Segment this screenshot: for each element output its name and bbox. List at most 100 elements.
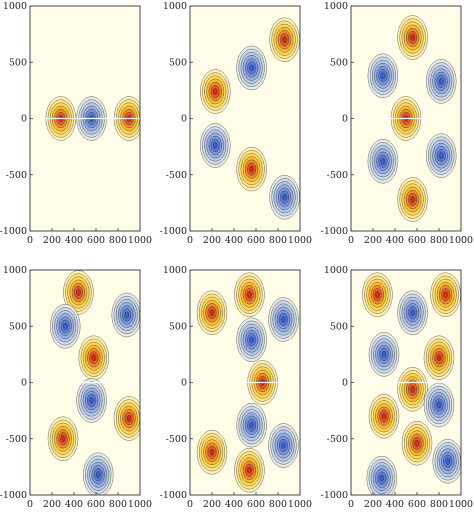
y-tick-label: 0 <box>21 114 27 125</box>
x-tick-label: 0 <box>27 499 33 510</box>
y-tick-label: -1000 <box>321 226 348 237</box>
contour-ring <box>249 64 254 72</box>
contour-ring <box>282 36 287 44</box>
x-tick-label: 1000 <box>128 235 152 246</box>
contour-ring <box>76 289 81 296</box>
x-tick-label: 800 <box>430 499 448 510</box>
y-tick-label: 0 <box>181 378 187 389</box>
x-tick-label: 0 <box>187 499 193 510</box>
contour-ring <box>380 72 386 80</box>
x-tick-label: 200 <box>364 235 382 246</box>
contour-ring <box>281 316 286 323</box>
x-tick-label: 600 <box>87 235 105 246</box>
contour-ring <box>249 421 254 429</box>
y-tick-label: 500 <box>169 57 187 68</box>
contour-ring <box>410 309 415 317</box>
y-tick-label: -500 <box>6 434 27 445</box>
contour-ring <box>410 196 415 203</box>
contour-ring <box>381 412 387 420</box>
contour-ring <box>212 88 218 95</box>
y-tick-label: 500 <box>330 321 348 332</box>
contour-ring <box>212 142 218 149</box>
contour-ring <box>445 457 451 465</box>
y-tick-label: -1000 <box>160 490 187 501</box>
x-tick-label: 400 <box>65 235 83 246</box>
x-tick-label: 0 <box>27 235 33 246</box>
x-tick-label: 200 <box>364 499 382 510</box>
contour-ring <box>249 165 254 173</box>
y-tick-label: 1000 <box>3 1 27 12</box>
y-tick-label: 0 <box>342 378 348 389</box>
y-tick-label: 1000 <box>3 265 27 276</box>
contour-ring <box>410 34 415 41</box>
contour-ring <box>209 448 215 456</box>
contour-ring <box>282 193 287 201</box>
contour-ring <box>209 309 215 317</box>
y-tick-label: 0 <box>21 378 27 389</box>
x-tick-label: 600 <box>247 499 265 510</box>
x-tick-label: 800 <box>430 235 448 246</box>
contour-ring <box>381 351 387 358</box>
x-tick-label: 400 <box>225 499 243 510</box>
y-tick-label: -500 <box>166 434 187 445</box>
x-tick-label: 600 <box>87 499 105 510</box>
contour-ring <box>91 354 97 362</box>
contour-ring <box>124 311 130 319</box>
x-tick-label: 800 <box>109 499 127 510</box>
y-tick-label: -1000 <box>0 226 27 237</box>
contour-ring <box>410 385 415 393</box>
y-tick-label: 500 <box>9 57 27 68</box>
x-tick-label: 200 <box>43 235 61 246</box>
y-tick-label: -1000 <box>0 490 27 501</box>
contour-ring <box>60 435 66 443</box>
x-tick-label: 0 <box>348 235 354 246</box>
contour-ring <box>247 291 252 299</box>
x-tick-label: 1000 <box>288 235 312 246</box>
y-tick-label: -500 <box>166 170 187 181</box>
x-tick-label: 200 <box>203 499 221 510</box>
x-tick-label: 400 <box>386 499 404 510</box>
x-tick-label: 600 <box>247 235 265 246</box>
contour-ring <box>438 78 444 85</box>
contour-ring <box>436 354 442 362</box>
contour-ring <box>436 401 442 409</box>
x-tick-label: 200 <box>203 235 221 246</box>
y-tick-label: 500 <box>169 321 187 332</box>
y-tick-label: -500 <box>327 170 348 181</box>
x-tick-label: 1000 <box>449 235 473 246</box>
contour-ring <box>95 471 101 479</box>
contour-ring <box>281 442 286 449</box>
contour-ring <box>126 415 132 422</box>
contour-ring <box>380 157 386 165</box>
x-tick-label: 400 <box>225 235 243 246</box>
x-tick-label: 1000 <box>288 499 312 510</box>
x-tick-label: 400 <box>65 499 83 510</box>
x-tick-label: 1000 <box>449 499 473 510</box>
contour-ring <box>249 336 254 344</box>
y-tick-label: 1000 <box>163 1 187 12</box>
contour-ring <box>62 322 68 330</box>
y-tick-label: 1000 <box>324 265 348 276</box>
y-tick-label: 0 <box>342 114 348 125</box>
contour-ring <box>89 397 94 404</box>
x-tick-label: 0 <box>187 235 193 246</box>
y-tick-label: 1000 <box>163 265 187 276</box>
y-tick-label: -500 <box>327 434 348 445</box>
y-tick-label: -500 <box>6 170 27 181</box>
x-tick-label: 400 <box>386 235 404 246</box>
x-tick-label: 0 <box>348 499 354 510</box>
contour-ring <box>379 474 385 482</box>
y-tick-label: 500 <box>330 57 348 68</box>
contour-ring <box>438 152 444 159</box>
x-tick-label: 800 <box>269 499 287 510</box>
y-tick-label: 1000 <box>324 1 348 12</box>
contour-ring <box>247 466 252 474</box>
x-tick-label: 800 <box>269 235 287 246</box>
